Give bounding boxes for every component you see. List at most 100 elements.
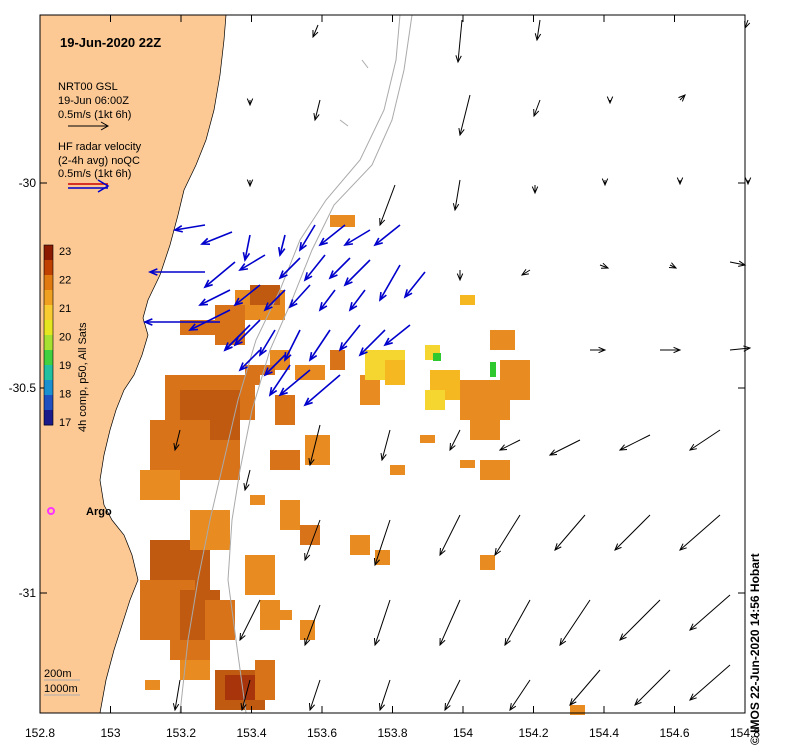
sst-gap bbox=[160, 500, 180, 520]
sst-pixel bbox=[500, 360, 530, 400]
x-tick-label: 154.6 bbox=[659, 726, 689, 740]
credit-text: © IMOS 22-Jun-2020 14:56 Hobart bbox=[748, 553, 762, 745]
model-scale-arrow bbox=[68, 121, 110, 131]
sst-pixel bbox=[490, 362, 496, 377]
model-arrow bbox=[455, 19, 463, 64]
radar-arrow bbox=[383, 324, 411, 347]
model-arrow bbox=[439, 599, 461, 647]
argo-marker bbox=[47, 507, 55, 515]
sst-pixel bbox=[280, 610, 292, 620]
model-arrow bbox=[590, 346, 607, 354]
radar-velocity-arrows bbox=[142, 224, 426, 407]
sst-pixel bbox=[460, 460, 475, 468]
colorbar-segment bbox=[44, 350, 53, 366]
radar-arrow bbox=[338, 324, 361, 352]
sst-pixel bbox=[270, 450, 300, 470]
colorbar-segment bbox=[44, 305, 53, 321]
x-tick-label: 154 bbox=[453, 726, 473, 740]
sst-pixel bbox=[330, 215, 355, 227]
radar-arrow bbox=[318, 224, 346, 247]
model-arrow bbox=[599, 262, 610, 269]
x-tick-label: 153.2 bbox=[166, 726, 196, 740]
land bbox=[39, 14, 227, 714]
model-arrow bbox=[729, 260, 747, 267]
radar-arrow bbox=[188, 309, 231, 331]
model-arrow bbox=[308, 424, 321, 467]
radar-arrow bbox=[223, 334, 241, 352]
radar-arrow bbox=[258, 329, 276, 357]
model-arrow bbox=[379, 184, 396, 227]
colorbar-tick-label: 20 bbox=[59, 332, 71, 344]
sst-pixel bbox=[205, 600, 235, 640]
radar-arrow bbox=[278, 369, 311, 397]
radar-scale-arrow bbox=[68, 179, 110, 193]
sst-pixel bbox=[200, 440, 240, 480]
radar-arrow bbox=[172, 224, 206, 233]
map-title: 19-Jun-2020 22Z bbox=[60, 35, 161, 50]
radar-arrow bbox=[343, 259, 371, 287]
radar-scale: 0.5m/s (1kt 6h) bbox=[58, 168, 131, 180]
sst-pixel bbox=[245, 555, 275, 595]
model-arrow bbox=[660, 346, 682, 354]
sst-pixel bbox=[330, 350, 345, 370]
colorbar-segment bbox=[44, 380, 53, 396]
model-arrow bbox=[172, 679, 181, 712]
model-arrow bbox=[531, 185, 539, 195]
sst-pixel bbox=[360, 375, 380, 405]
model-arrow bbox=[304, 519, 321, 562]
model-arrow bbox=[452, 179, 461, 212]
radar-arrow bbox=[263, 354, 286, 377]
radar-arrow bbox=[238, 254, 266, 272]
radar-arrow bbox=[233, 319, 261, 347]
model-arrow bbox=[614, 514, 651, 551]
sst-pixel bbox=[250, 495, 265, 505]
model-arrow bbox=[456, 270, 464, 282]
colorbar: 23 22 21 20 19 18 17 bbox=[43, 244, 71, 429]
sst-pixels bbox=[140, 215, 585, 715]
sst-pixel bbox=[190, 510, 230, 550]
model-name: NRT00 GSL bbox=[58, 81, 118, 93]
radar-arrow bbox=[343, 229, 371, 247]
radar-arrow bbox=[268, 364, 291, 397]
radar-arrow bbox=[303, 374, 341, 407]
model-arrow bbox=[554, 514, 586, 551]
colorbar-segment bbox=[44, 245, 53, 261]
colorbar-tick-label: 17 bbox=[59, 417, 71, 429]
model-arrow bbox=[619, 599, 661, 641]
sst-gap bbox=[255, 420, 270, 435]
radar-arrow bbox=[277, 234, 286, 257]
model-arrow bbox=[378, 679, 391, 712]
radar-arrow bbox=[298, 224, 316, 252]
x-tick-label: 154.8 bbox=[730, 726, 760, 740]
radar-arrow bbox=[284, 329, 301, 362]
model-arrow bbox=[634, 669, 671, 706]
model-arrow bbox=[173, 429, 181, 452]
model-scale: 0.5m/s (1kt 6h) bbox=[58, 109, 131, 121]
model-arrow bbox=[312, 24, 319, 39]
isobaths bbox=[179, 14, 413, 714]
sst-pixel bbox=[250, 285, 280, 305]
colorbar-segment bbox=[44, 410, 53, 426]
model-arrow bbox=[494, 514, 521, 557]
radar-line2: (2-4h avg) noQC bbox=[58, 155, 140, 167]
model-arrow bbox=[729, 345, 752, 352]
sst-pixel bbox=[420, 435, 435, 443]
isobath-1000m: 1000m bbox=[44, 683, 78, 695]
sst-pixel bbox=[470, 420, 500, 440]
radar-arrow bbox=[318, 289, 336, 312]
sst-pixel bbox=[225, 675, 255, 700]
sst-pixel bbox=[280, 500, 300, 530]
x-tick-label: 153.8 bbox=[377, 726, 407, 740]
sst-gap bbox=[260, 375, 275, 385]
y-axis: -30 -30.5 -31 bbox=[9, 176, 745, 600]
colorbar-tick-label: 18 bbox=[59, 389, 71, 401]
model-arrow bbox=[676, 177, 684, 186]
sst-pixel bbox=[490, 330, 515, 350]
model-arrow bbox=[744, 177, 752, 186]
sst-pixel bbox=[390, 465, 405, 475]
model-arrow bbox=[688, 429, 721, 451]
x-tick-label: 153 bbox=[100, 726, 120, 740]
model-arrow bbox=[246, 179, 254, 188]
sst-pixel bbox=[255, 660, 275, 700]
